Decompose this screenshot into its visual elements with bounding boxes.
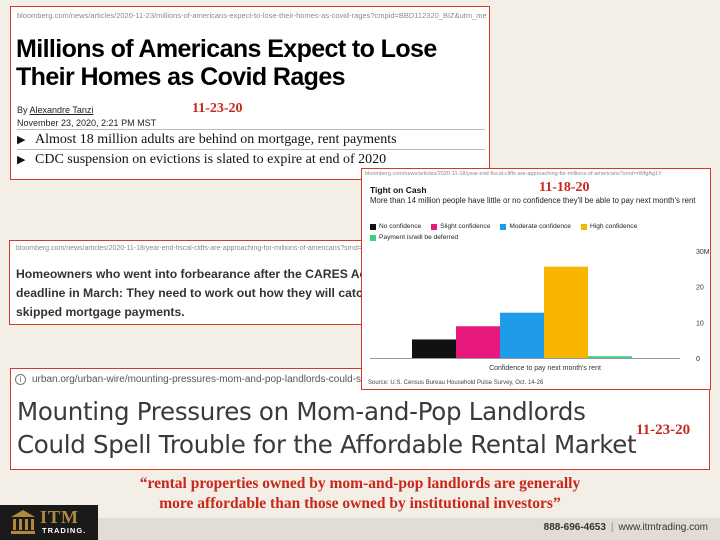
contact-info: 888-696-4653 | www.itmtrading.com bbox=[544, 522, 708, 533]
legend-item: High confidence bbox=[580, 221, 638, 232]
article-url[interactable]: bloomberg.com/news/articles/2020-11-18/y… bbox=[365, 171, 662, 177]
chart-legend: No confidence Slight confidence Moderate c… bbox=[370, 221, 700, 243]
headline-line-2: Could Spell Trouble for the Affordable R… bbox=[17, 430, 637, 459]
legend-item: No confidence bbox=[370, 221, 421, 232]
quote-line: “rental properties owned by mom-and-pop … bbox=[139, 475, 581, 492]
y-tick-label: 20 bbox=[696, 285, 704, 292]
y-tick-label: 30M bbox=[696, 249, 710, 256]
bullet-item: ▶ Almost 18 million adults are behind on… bbox=[17, 129, 485, 149]
legend-item: Moderate confidence bbox=[500, 221, 571, 232]
legend-label: Payment is/will be deferred bbox=[379, 234, 459, 241]
article-url[interactable]: bloomberg.com/news/articles/2020-11-18/y… bbox=[16, 245, 394, 252]
separator: | bbox=[610, 522, 614, 533]
bar-moderate-confidence bbox=[500, 312, 544, 358]
article-headline: Millions of Americans Expect to Lose The… bbox=[16, 35, 489, 91]
bullet-text: CDC suspension on evictions is slated to… bbox=[35, 151, 387, 167]
chart-subtitle: More than 14 million people have little … bbox=[370, 196, 696, 205]
legend-label: High confidence bbox=[589, 223, 638, 230]
legend-swatch bbox=[431, 223, 438, 230]
bar-slight-confidence bbox=[456, 326, 500, 358]
bar-no-confidence bbox=[412, 339, 456, 358]
article-headline: Mounting Pressures on Mom-and-Pop Landlo… bbox=[17, 395, 707, 461]
logo-background bbox=[0, 505, 98, 540]
article-url[interactable]: bloomberg.com/news/articles/2020-11-23/m… bbox=[17, 11, 487, 20]
headline-line-1: Millions of Americans Expect to Lose bbox=[16, 35, 437, 63]
brand-sub: TRADING. bbox=[42, 526, 87, 535]
brand-name: ITM bbox=[40, 507, 79, 527]
triangle-bullet-icon: ▶ bbox=[17, 154, 26, 166]
bullet-item: ▶ CDC suspension on evictions is slated … bbox=[17, 149, 485, 169]
article-screenshot-bloomberg-chart: bloomberg.com/news/articles/2020-11-18/y… bbox=[361, 168, 711, 390]
headline-line-2: Their Homes as Covid Rages bbox=[16, 63, 346, 91]
columns-logo-icon bbox=[11, 510, 35, 534]
byline: By Alexandre Tanzi bbox=[17, 105, 93, 115]
y-tick-label: 0 bbox=[696, 356, 700, 363]
triangle-bullet-icon: ▶ bbox=[17, 134, 26, 146]
itm-logo[interactable]: ITM TRADING. bbox=[6, 505, 98, 540]
legend-label: No confidence bbox=[379, 223, 422, 230]
excerpt-line: skipped mortgage payments. bbox=[16, 305, 185, 319]
date-annotation: 11-23-20 bbox=[192, 101, 243, 116]
bullet-list: ▶ Almost 18 million adults are behind on… bbox=[17, 129, 485, 169]
footer-bar bbox=[98, 518, 720, 540]
date-annotation: 11-23-20 bbox=[636, 422, 691, 438]
article-url[interactable]: urban.org/urban-wire/mounting-pressures-… bbox=[32, 374, 367, 385]
phone-number[interactable]: 888-696-4653 bbox=[543, 522, 606, 533]
excerpt-line: Homeowners who went into forbearance aft… bbox=[16, 267, 447, 281]
byline-prefix: By bbox=[17, 105, 28, 115]
legend-swatch bbox=[370, 234, 376, 241]
website-link[interactable]: www.itmtrading.com bbox=[618, 522, 708, 533]
legend-item: Payment is/will be deferred bbox=[370, 232, 458, 243]
chart-title: Tight on Cash bbox=[370, 185, 427, 195]
article-excerpt: Homeowners who went into forbearance aft… bbox=[16, 265, 464, 322]
publish-date: November 23, 2020, 2:21 PM MST bbox=[17, 118, 157, 128]
legend-item: Slight confidence bbox=[431, 221, 490, 232]
legend-swatch bbox=[580, 223, 587, 230]
date-annotation: 11-18-20 bbox=[539, 180, 590, 195]
y-tick-label: 10 bbox=[696, 320, 704, 327]
address-bar[interactable]: i urban.org/urban-wire/mounting-pressure… bbox=[15, 374, 392, 385]
article-screenshot-bloomberg-1: bloomberg.com/news/articles/2020-11-23/m… bbox=[10, 6, 490, 180]
legend-swatch bbox=[500, 223, 507, 230]
info-icon[interactable]: i bbox=[15, 374, 26, 385]
headline-line-1: Mounting Pressures on Mom-and-Pop Landlo… bbox=[17, 397, 586, 426]
quote-line: more affordable than those owned by inst… bbox=[159, 495, 561, 512]
chart-source: Source: U.S. Census Bureau Household Pul… bbox=[368, 380, 544, 386]
legend-swatch bbox=[370, 223, 376, 230]
x-axis-label: Confidence to pay next month's rent bbox=[489, 365, 601, 372]
bullet-text: Almost 18 million adults are behind on m… bbox=[35, 131, 397, 147]
legend-label: Slight confidence bbox=[440, 223, 491, 230]
footer bbox=[0, 516, 720, 540]
bar-high-confidence bbox=[544, 266, 588, 358]
highlighted-quote: “rental properties owned by mom-and-pop … bbox=[60, 474, 660, 514]
bar-chart: 0 10 20 30M Confidence to pay next month's r… bbox=[370, 249, 710, 372]
author-link[interactable]: Alexandre Tanzi bbox=[29, 105, 94, 115]
bar-payment-is-will-be-deferred bbox=[588, 356, 632, 358]
excerpt-line: deadline in March: They need to work out… bbox=[16, 286, 429, 300]
legend-label: Moderate confidence bbox=[509, 223, 571, 230]
